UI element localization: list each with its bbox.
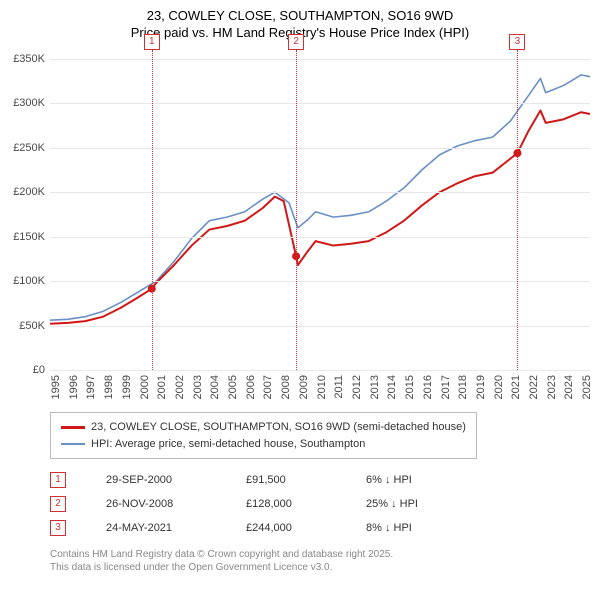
legend-item: HPI: Average price, semi-detached house,…: [61, 436, 466, 453]
event-marker-line: [517, 50, 518, 370]
x-axis-label: 2022: [528, 375, 540, 399]
event-marker-badge: 2: [288, 34, 304, 50]
y-axis-label: £300K: [13, 97, 45, 109]
event-date: 26-NOV-2008: [106, 498, 246, 510]
x-axis-label: 2018: [457, 375, 469, 399]
x-axis-label: 2000: [139, 375, 151, 399]
event-badge: 3: [50, 520, 66, 536]
event-marker-line: [296, 50, 297, 370]
gridline: [50, 370, 590, 371]
title-line-1: 23, COWLEY CLOSE, SOUTHAMPTON, SO16 9WD: [0, 8, 600, 25]
y-axis-label: £150K: [13, 231, 45, 243]
series-line-price_paid: [152, 197, 296, 289]
x-axis-label: 2001: [156, 375, 168, 399]
gridline: [50, 192, 590, 193]
event-change: 25% ↓ HPI: [366, 498, 506, 510]
x-axis-label: 1999: [121, 375, 133, 399]
event-marker-badge: 3: [509, 34, 525, 50]
x-axis-label: 2011: [333, 375, 345, 399]
gridline: [50, 237, 590, 238]
event-table: 1 29-SEP-2000£91,5006% ↓ HPI 2 26-NOV-2008£…: [50, 468, 506, 540]
x-axis-label: 2020: [493, 375, 505, 399]
gridline: [50, 326, 590, 327]
x-axis-label: 2010: [316, 375, 328, 399]
attribution-line-1: Contains HM Land Registry data © Crown c…: [50, 548, 393, 561]
chart-svg: [50, 50, 590, 370]
event-badge: 1: [50, 472, 66, 488]
x-axis-label: 2023: [546, 375, 558, 399]
x-axis-label: 2016: [422, 375, 434, 399]
x-axis-label: 2017: [440, 375, 452, 399]
legend-label: 23, COWLEY CLOSE, SOUTHAMPTON, SO16 9WD …: [91, 419, 466, 436]
legend-swatch: [61, 426, 85, 429]
x-axis-label: 2021: [510, 375, 522, 399]
y-axis-label: £350K: [13, 53, 45, 65]
x-axis-label: 2014: [386, 375, 398, 399]
x-axis-label: 2019: [475, 375, 487, 399]
x-axis-label: 1997: [85, 375, 97, 399]
x-axis-label: 2025: [581, 375, 593, 399]
event-price: £128,000: [246, 498, 366, 510]
event-marker-badge: 1: [144, 34, 160, 50]
event-row: 1 29-SEP-2000£91,5006% ↓ HPI: [50, 468, 506, 492]
x-axis-label: 2003: [192, 375, 204, 399]
x-axis-label: 1996: [68, 375, 80, 399]
legend: 23, COWLEY CLOSE, SOUTHAMPTON, SO16 9WD …: [50, 412, 477, 459]
series-line-price_paid: [517, 110, 590, 153]
attribution-line-2: This data is licensed under the Open Gov…: [50, 561, 393, 574]
y-axis-label: £50K: [19, 320, 45, 332]
series-line-hpi: [50, 75, 590, 320]
gridline: [50, 148, 590, 149]
event-change: 6% ↓ HPI: [366, 474, 506, 486]
legend-swatch: [61, 443, 85, 445]
x-axis-label: 2024: [563, 375, 575, 399]
event-change: 8% ↓ HPI: [366, 522, 506, 534]
legend-item: 23, COWLEY CLOSE, SOUTHAMPTON, SO16 9WD …: [61, 419, 466, 436]
x-axis-label: 2009: [298, 375, 310, 399]
y-axis-label: £0: [33, 364, 45, 376]
series-line-price_paid: [50, 289, 152, 324]
event-price: £244,000: [246, 522, 366, 534]
event-date: 29-SEP-2000: [106, 474, 246, 486]
series-line-price_paid: [296, 153, 517, 265]
event-badge: 2: [50, 496, 66, 512]
attribution: Contains HM Land Registry data © Crown c…: [50, 548, 393, 574]
x-axis-label: 2012: [351, 375, 363, 399]
legend-label: HPI: Average price, semi-detached house,…: [91, 436, 365, 453]
x-axis-label: 2002: [174, 375, 186, 399]
x-axis-label: 2005: [227, 375, 239, 399]
event-row: 2 26-NOV-2008£128,00025% ↓ HPI: [50, 492, 506, 516]
x-axis-label: 2007: [262, 375, 274, 399]
event-date: 24-MAY-2021: [106, 522, 246, 534]
x-axis-label: 2008: [280, 375, 292, 399]
x-axis-label: 2006: [245, 375, 257, 399]
event-marker-line: [152, 50, 153, 370]
gridline: [50, 281, 590, 282]
y-axis-label: £200K: [13, 186, 45, 198]
chart-plot-area: £0£50K£100K£150K£200K£250K£300K£350K1995…: [50, 50, 590, 371]
gridline: [50, 59, 590, 60]
x-axis-label: 2004: [209, 375, 221, 399]
gridline: [50, 103, 590, 104]
y-axis-label: £250K: [13, 142, 45, 154]
event-row: 3 24-MAY-2021£244,0008% ↓ HPI: [50, 516, 506, 540]
x-axis-label: 1995: [50, 375, 62, 399]
event-price: £91,500: [246, 474, 366, 486]
x-axis-label: 2015: [404, 375, 416, 399]
x-axis-label: 1998: [103, 375, 115, 399]
x-axis-label: 2013: [369, 375, 381, 399]
y-axis-label: £100K: [13, 275, 45, 287]
